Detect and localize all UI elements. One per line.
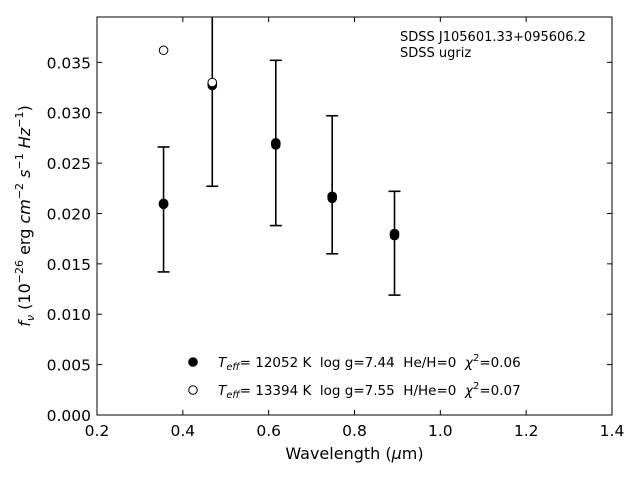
y-tick-label: 0.030: [47, 105, 91, 123]
x-tick-label: 0.2: [85, 422, 110, 440]
y-tick-label: 0.000: [47, 407, 91, 425]
y-tick-label: 0.005: [47, 357, 91, 375]
model-point-filled: [158, 199, 169, 210]
y-tick-label: 0.015: [47, 256, 91, 274]
model-point-filled: [389, 230, 400, 241]
error-bar: [206, 17, 219, 188]
legend-1-chi: =0.06: [479, 355, 520, 371]
model-point-open: [158, 45, 169, 56]
legend-1-rest: log g=7.44 He/H=0: [311, 355, 465, 371]
y-tick-label: 0.035: [47, 54, 91, 72]
legend-marker-open: [188, 385, 198, 395]
y-tick-label: 0.025: [47, 155, 91, 173]
plot-marks: [157, 17, 401, 296]
annotation-object-name: SDSS J105601.33+095606.2: [400, 30, 586, 45]
legend-2-teff: = 13394 K: [240, 383, 313, 399]
error-bar: [388, 190, 401, 296]
legend-label-model-2: Teff= 13394 K log g=7.55 H/He=0 χ2=0.07: [218, 381, 521, 401]
error-bar: [326, 114, 339, 255]
y-tick-label: 0.010: [47, 306, 91, 324]
x-tick-label: 1.4: [600, 422, 625, 440]
legend-1-teff: = 12052 K: [240, 355, 313, 371]
y-tick-label: 0.020: [47, 205, 91, 223]
model-point-filled: [270, 140, 281, 150]
axes: 0.2 0.4 0.6 0.8 1.0 1.2 1.4 0.000 0.005 0.010 0.01…: [47, 17, 625, 440]
annotation-photometry: SDSS ugriz: [400, 46, 471, 61]
model-point-filled: [327, 193, 337, 204]
x-tick-label: 0.4: [171, 422, 196, 440]
legend: Teff= 12052 K log g=7.44 He/H=0 χ2=0.06 …: [188, 353, 521, 401]
x-tick-label: 0.8: [342, 422, 367, 440]
x-tick-label: 0.6: [256, 422, 281, 440]
legend-label-model-1: Teff= 12052 K log g=7.44 He/H=0 χ2=0.06: [218, 353, 521, 373]
y-axis-title: fν (10−26 erg cm−2 s−1 Hz−1): [13, 105, 37, 326]
x-tick-label: 1.2: [514, 422, 539, 440]
error-bar: [157, 146, 170, 273]
legend-2-chi: =0.07: [479, 383, 520, 399]
model-point-open: [207, 77, 218, 88]
legend-2-rest: log g=7.55 H/He=0: [311, 383, 465, 399]
x-axis-title: Wavelength (μm): [285, 444, 423, 463]
x-tick-label: 1.0: [428, 422, 453, 440]
legend-marker-filled: [188, 357, 198, 367]
